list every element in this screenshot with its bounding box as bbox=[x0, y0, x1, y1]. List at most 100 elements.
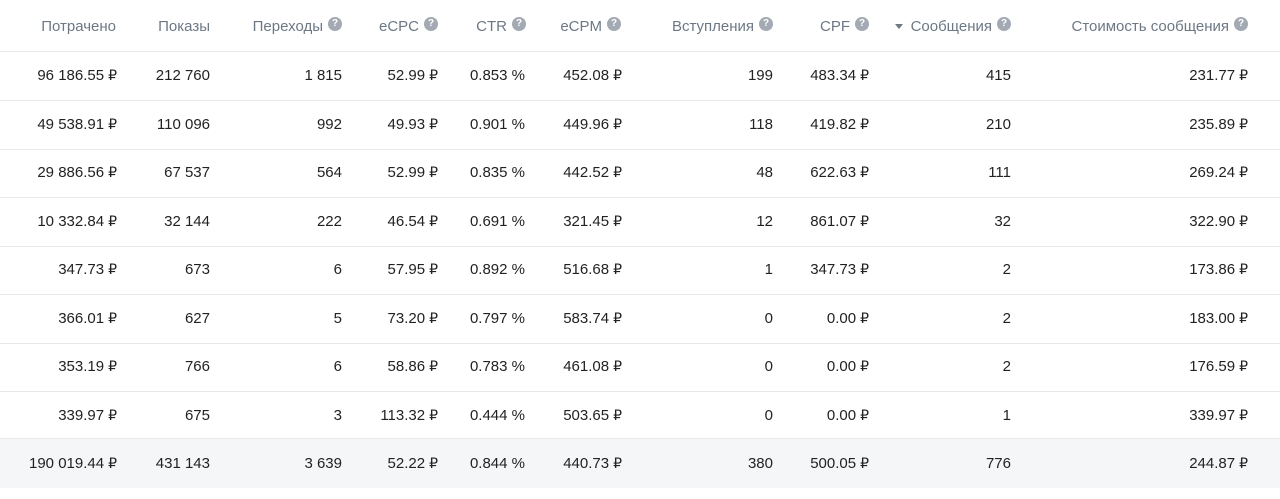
col-header-impressions[interactable]: Показы bbox=[158, 2, 210, 51]
cell-messages: 2 bbox=[1003, 295, 1011, 343]
cell-ctr: 0.444 % bbox=[470, 392, 525, 440]
col-header-spent[interactable]: Потрачено bbox=[41, 2, 116, 51]
help-icon[interactable]: ? bbox=[424, 16, 438, 31]
help-icon[interactable]: ? bbox=[512, 16, 526, 31]
cell-value: 500.05 bbox=[810, 455, 857, 472]
cell-messages: 415 bbox=[986, 52, 1011, 100]
cell-value: 212 760 bbox=[155, 67, 210, 85]
col-header-label: eCPC bbox=[378, 18, 419, 35]
cell-impressions: 627 bbox=[185, 295, 210, 343]
cell-value: 58.86 bbox=[387, 358, 426, 376]
cell-ecpc: 57.95 ₽ bbox=[388, 246, 438, 294]
cell-value: 48 bbox=[756, 164, 773, 182]
cell-ecpm: 503.65 ₽ bbox=[563, 392, 622, 440]
cell-ecpm: 440.73 ₽ bbox=[563, 439, 622, 488]
cell-value: 347.73 bbox=[810, 261, 857, 279]
cell-cpf: 0.00 ₽ bbox=[827, 343, 869, 391]
cell-value: 5 bbox=[333, 310, 342, 328]
cell-value: 353.19 bbox=[58, 358, 105, 376]
col-header-ecpc[interactable]: eCPC ? bbox=[379, 2, 438, 51]
cell-value: 380 bbox=[747, 455, 773, 472]
cell-value: 461.08 bbox=[563, 358, 610, 376]
cell-value: 118 bbox=[749, 116, 773, 134]
cell-joins: 1 bbox=[765, 246, 773, 294]
ruble-sign: ₽ bbox=[613, 358, 622, 375]
cell-value: 0.835 % bbox=[469, 164, 525, 182]
cell-value: 564 bbox=[316, 164, 342, 182]
cell-cpf: 0.00 ₽ bbox=[827, 295, 869, 343]
col-header-messages[interactable]: Сообщения ? bbox=[894, 2, 1011, 51]
cell-joins: 199 bbox=[748, 52, 773, 100]
cell-message-cost: 231.77 ₽ bbox=[1189, 52, 1248, 100]
table-row: 49 538.91 ₽110 096 992 49.93 ₽0.901 % 449.96 ₽… bbox=[0, 101, 1280, 150]
help-icon[interactable]: ? bbox=[997, 16, 1011, 31]
cell-message-cost: 183.00 ₽ bbox=[1189, 295, 1248, 343]
cell-clicks: 992 bbox=[317, 101, 342, 149]
cell-ecpc: 73.20 ₽ bbox=[388, 295, 438, 343]
cell-value: 0.00 bbox=[826, 407, 857, 425]
cell-value: 503.65 bbox=[563, 407, 610, 425]
cell-value: 49.93 bbox=[387, 116, 426, 134]
table-row: 96 186.55 ₽212 760 1 815 52.99 ₽0.853 % 452.0… bbox=[0, 52, 1280, 101]
col-header-joins[interactable]: Вступления ? bbox=[672, 2, 773, 51]
table-row: 353.19 ₽766 6 58.86 ₽0.783 % 461.08 ₽0 0.00 ₽2 17… bbox=[0, 343, 1280, 392]
cell-value: 627 bbox=[184, 310, 210, 328]
cell-impressions: 766 bbox=[185, 343, 210, 391]
cell-value: 0.797 % bbox=[469, 310, 525, 328]
cell-message-cost: 339.97 ₽ bbox=[1189, 392, 1248, 440]
col-header-label: Стоимость сообщения bbox=[1071, 18, 1229, 35]
cell-message-cost: 269.24 ₽ bbox=[1189, 149, 1248, 197]
col-header-label: Сообщения bbox=[910, 18, 992, 35]
cell-ecpc: 113.32 ₽ bbox=[380, 392, 438, 440]
cell-message-cost: 176.59 ₽ bbox=[1189, 343, 1248, 391]
cell-value: 190 019.44 bbox=[29, 455, 105, 472]
help-icon[interactable]: ? bbox=[855, 16, 869, 31]
cell-value: 0.691 % bbox=[469, 213, 525, 231]
cell-joins: 118 bbox=[749, 101, 773, 149]
help-icon[interactable]: ? bbox=[328, 16, 342, 31]
cell-ctr: 0.797 % bbox=[470, 295, 525, 343]
cell-value: 183.00 bbox=[1189, 310, 1236, 328]
col-header-ctr[interactable]: CTR ? bbox=[476, 2, 526, 51]
col-header-label: Потрачено bbox=[41, 18, 116, 35]
ruble-sign: ₽ bbox=[613, 407, 622, 424]
cell-value: 6 bbox=[333, 261, 342, 279]
cell-joins: 48 bbox=[756, 149, 773, 197]
cell-value: 0.844 % bbox=[469, 455, 525, 472]
cell-value: 210 bbox=[985, 116, 1011, 134]
cell-value: 269.24 bbox=[1189, 164, 1236, 182]
cell-cpf: 500.05 ₽ bbox=[810, 439, 869, 488]
ruble-sign: ₽ bbox=[860, 407, 869, 424]
ruble-sign: ₽ bbox=[1239, 67, 1248, 84]
ruble-sign: ₽ bbox=[1239, 455, 1248, 471]
col-header-cpf[interactable]: CPF ? bbox=[820, 2, 869, 51]
help-icon[interactable]: ? bbox=[607, 16, 621, 31]
col-header-message-cost[interactable]: Стоимость сообщения ? bbox=[1071, 2, 1248, 51]
cell-value: 415 bbox=[985, 67, 1011, 85]
cell-ecpm: 516.68 ₽ bbox=[563, 246, 622, 294]
cell-value: 449.96 bbox=[563, 116, 610, 134]
cell-messages: 1 bbox=[1003, 392, 1011, 440]
ruble-sign: ₽ bbox=[613, 164, 622, 181]
cell-value: 173.86 bbox=[1189, 261, 1236, 279]
cell-spent: 339.97 ₽ bbox=[58, 392, 117, 440]
col-header-ecpm[interactable]: eCPM ? bbox=[560, 2, 621, 51]
help-icon[interactable]: ? bbox=[1234, 16, 1248, 31]
cell-value: 322.90 bbox=[1189, 213, 1236, 231]
col-header-clicks[interactable]: Переходы ? bbox=[253, 2, 342, 51]
cell-value: 110 096 bbox=[156, 116, 210, 134]
cell-value: 1 815 bbox=[304, 67, 342, 85]
cell-value: 766 bbox=[184, 358, 210, 376]
ruble-sign: ₽ bbox=[429, 358, 438, 375]
cell-value: 321.45 bbox=[563, 213, 610, 231]
help-icon[interactable]: ? bbox=[759, 16, 773, 31]
cell-value: 861.07 bbox=[810, 213, 857, 231]
cell-value: 0.00 bbox=[826, 358, 857, 376]
cell-joins: 0 bbox=[765, 343, 773, 391]
cell-ctr: 0.853 % bbox=[470, 52, 525, 100]
ruble-sign: ₽ bbox=[860, 67, 869, 84]
cell-ecpc: 46.54 ₽ bbox=[388, 198, 438, 246]
ruble-sign: ₽ bbox=[108, 116, 117, 133]
cell-spent: 29 886.56 ₽ bbox=[37, 149, 117, 197]
cell-spent: 49 538.91 ₽ bbox=[37, 101, 117, 149]
